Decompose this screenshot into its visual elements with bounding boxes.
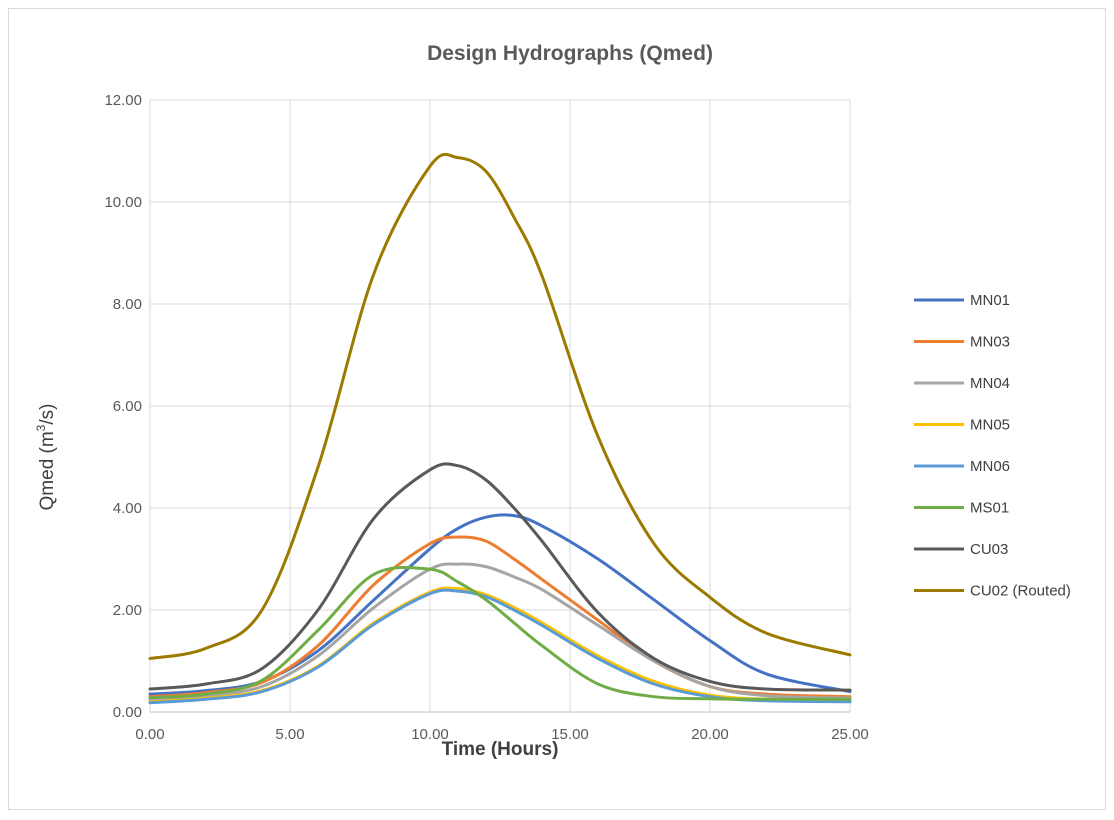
x-axis-title: Time (Hours) — [442, 739, 559, 760]
y-axis-title-sup: 3 — [34, 424, 48, 431]
series-line-cu03 — [148, 462, 852, 692]
legend-label-ms01: MS01 — [970, 500, 1009, 517]
series-line-mn04 — [148, 562, 852, 701]
chart-frame — [8, 8, 1106, 810]
series-lines — [148, 152, 852, 705]
x-axis-ticks: 0.00 5.00 10.00 15.00 20.00 25.00 — [135, 726, 868, 743]
x-tick-label: 25.00 — [831, 726, 869, 743]
y-axis-ticks: 0.00 2.00 4.00 6.00 8.00 10.00 12.00 — [104, 92, 142, 721]
y-tick-label: 12.00 — [104, 92, 142, 109]
chart-title: Design Hydrographs (Qmed) — [427, 42, 713, 65]
y-tick-label: 6.00 — [113, 398, 142, 415]
x-tick-label: 10.00 — [411, 726, 449, 743]
y-axis-title-tail: /s) — [37, 404, 58, 425]
y-tick-label: 2.00 — [113, 602, 142, 619]
x-tick-label: 20.00 — [691, 726, 729, 743]
x-tick-label: 5.00 — [275, 726, 304, 743]
x-tick-label: 0.00 — [135, 726, 164, 743]
y-axis-title: Qmed (m3/s) — [34, 404, 58, 511]
y-axis-title-main: Qmed (m — [37, 431, 58, 510]
y-tick-label: 10.00 — [104, 194, 142, 211]
legend-label-mn05: MN05 — [970, 417, 1010, 434]
y-tick-label: 0.00 — [113, 704, 142, 721]
x-tick-label: 15.00 — [551, 726, 589, 743]
y-tick-label: 8.00 — [113, 296, 142, 313]
legend-label-cu03: CU03 — [970, 541, 1008, 558]
y-tick-label: 4.00 — [113, 500, 142, 517]
series-line-ms01 — [148, 565, 852, 701]
legend-label-mn01: MN01 — [970, 292, 1010, 309]
legend-label-mn04: MN04 — [970, 375, 1010, 392]
legend-label-mn06: MN06 — [970, 458, 1010, 475]
legend: MN01 MN03 MN04 MN05 MN06 MS01 CU03 CU02 (Routed… — [914, 292, 1071, 600]
legend-label-mn03: MN03 — [970, 334, 1010, 351]
grid — [149, 99, 851, 713]
series-line-mn06 — [148, 588, 852, 705]
series-line-cu02-routed — [148, 152, 852, 660]
series-line-mn01 — [148, 513, 852, 696]
legend-label-cu02-routed: CU02 (Routed) — [970, 583, 1071, 600]
